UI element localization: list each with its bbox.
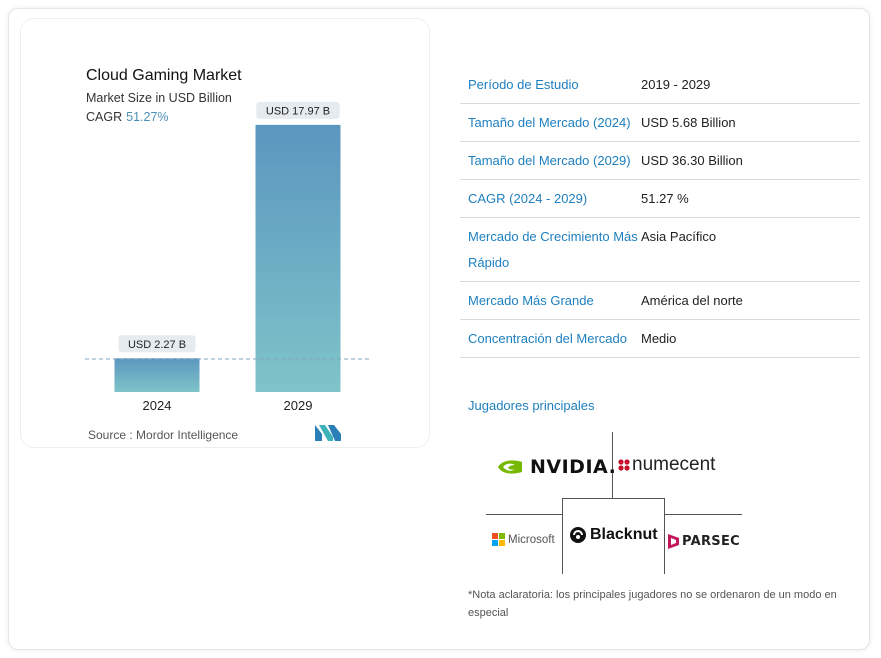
chart-card: Cloud Gaming Market Market Size in USD B… [20, 18, 430, 448]
chart-title: Cloud Gaming Market [86, 67, 242, 84]
nvidia-eye-icon [498, 460, 522, 474]
microsoft-logo: Microsoft [492, 533, 555, 546]
cagr-line: CAGR 51.27% [86, 110, 169, 124]
info-row: CAGR (2024 - 2029) 51.27 % [460, 180, 860, 218]
data-label: USD 17.97 B [266, 105, 330, 117]
players-label: Jugadores principales [468, 398, 595, 413]
info-row-label: CAGR (2024 - 2029) [468, 191, 588, 206]
mordor-intelligence-logo-icon [315, 425, 341, 441]
info-row-label: Concentración del Mercado [468, 331, 627, 346]
grid-divider [562, 498, 664, 499]
info-row-value: USD 36.30 Billion [641, 153, 743, 168]
info-row: Tamaño del Mercado (2029) USD 36.30 Billi… [460, 142, 860, 180]
microsoft-windows-icon [492, 533, 505, 546]
info-row-label: Mercado de Crecimiento Más Rápido [468, 229, 638, 270]
source-name: Mordor Intelligence [136, 428, 239, 442]
microsoft-logo-text: Microsoft [508, 533, 555, 546]
info-row-value: Asia Pacífico [641, 229, 717, 244]
parsec-logo-text: PARSEC [682, 534, 740, 549]
market-info-table: Período de Estudio 2019 - 2029 Tamaño del … [460, 66, 860, 358]
info-row: Mercado de Crecimiento Más Rápido Asia Pa… [460, 218, 860, 282]
parsec-mark-icon [668, 534, 679, 549]
source-label: Source : [88, 428, 133, 442]
bar-2029 [255, 124, 341, 392]
info-row-value: 51.27 % [641, 191, 689, 206]
info-row-value: 2019 - 2029 [641, 77, 711, 92]
grid-divider [486, 514, 562, 515]
info-row-value: USD 5.68 Billion [641, 115, 736, 130]
parsec-logo: PARSEC [668, 534, 740, 549]
numecent-mark-icon [618, 459, 630, 471]
info-row-label: Período de Estudio [468, 77, 579, 92]
info-row-value: Medio [641, 331, 677, 346]
bar-2024 [114, 358, 200, 392]
nvidia-logo: NVIDIA. [496, 456, 616, 478]
blacknut-mark-icon [570, 527, 586, 543]
data-label-box [256, 101, 340, 119]
players-logo-grid: NVIDIA. numecent Microsoft Blacknut PARS… [486, 432, 742, 574]
chart-subtitle: Market Size in USD Billion [86, 91, 232, 105]
cagr-value: 51.27% [126, 110, 169, 124]
cagr-label: CAGR [86, 110, 123, 124]
disclaimer-note: *Nota aclaratoria: los principales jugad… [468, 589, 837, 619]
info-row: Concentración del Mercado Medio [460, 320, 860, 358]
info-row: Mercado Más Grande América del norte [460, 282, 860, 320]
info-row: Tamaño del Mercado (2024) USD 5.68 Billio… [460, 104, 860, 142]
blacknut-logo-text: Blacknut [590, 526, 658, 543]
numecent-logo: numecent [618, 454, 715, 476]
grid-divider [562, 498, 563, 574]
grid-divider [612, 432, 613, 498]
info-row-value: América del norte [641, 293, 743, 308]
x-tick-label: 2024 [143, 398, 172, 413]
bar-chart: USD 2.27 B 2024 USD 17.97 B 2029 [85, 101, 369, 413]
info-row-label: Mercado Más Grande [468, 293, 594, 308]
blacknut-logo: Blacknut [569, 526, 658, 544]
chart-source: Source : Mordor Intelligence [88, 428, 238, 442]
info-row-label: Tamaño del Mercado (2024) [468, 115, 631, 130]
info-row-label: Tamaño del Mercado (2029) [468, 153, 631, 168]
x-tick-label: 2029 [284, 398, 313, 413]
grid-divider [664, 514, 742, 515]
data-label-box [118, 335, 196, 353]
data-label: USD 2.27 B [128, 339, 186, 351]
info-row: Período de Estudio 2019 - 2029 [460, 66, 860, 104]
nvidia-logo-text: NVIDIA. [530, 456, 617, 478]
numecent-logo-text: numecent [632, 454, 716, 475]
grid-divider [664, 498, 665, 574]
